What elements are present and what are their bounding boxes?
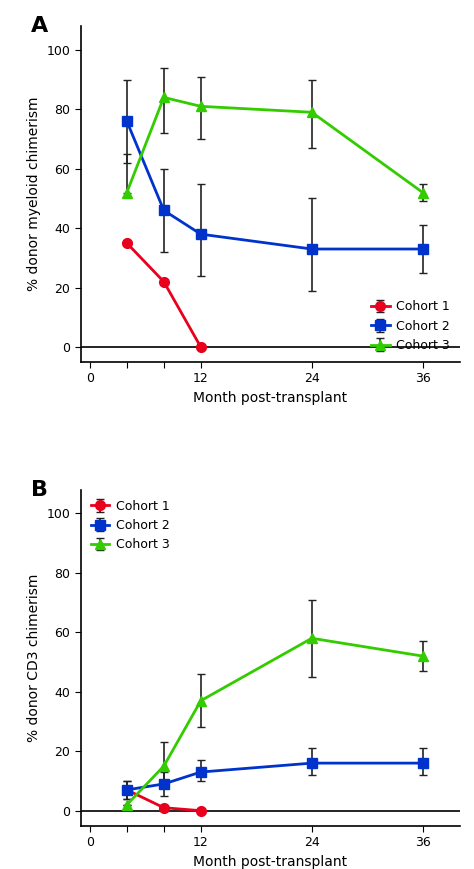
Legend: Cohort 1, Cohort 2, Cohort 3: Cohort 1, Cohort 2, Cohort 3 <box>367 296 454 355</box>
Text: B: B <box>31 480 48 500</box>
X-axis label: Month post-transplant: Month post-transplant <box>193 391 347 405</box>
Y-axis label: % donor CD3 chimerism: % donor CD3 chimerism <box>27 574 41 742</box>
X-axis label: Month post-transplant: Month post-transplant <box>193 854 347 868</box>
Y-axis label: % donor myeloid chimerism: % donor myeloid chimerism <box>27 96 41 291</box>
Text: A: A <box>31 16 48 36</box>
Legend: Cohort 1, Cohort 2, Cohort 3: Cohort 1, Cohort 2, Cohort 3 <box>87 496 173 555</box>
